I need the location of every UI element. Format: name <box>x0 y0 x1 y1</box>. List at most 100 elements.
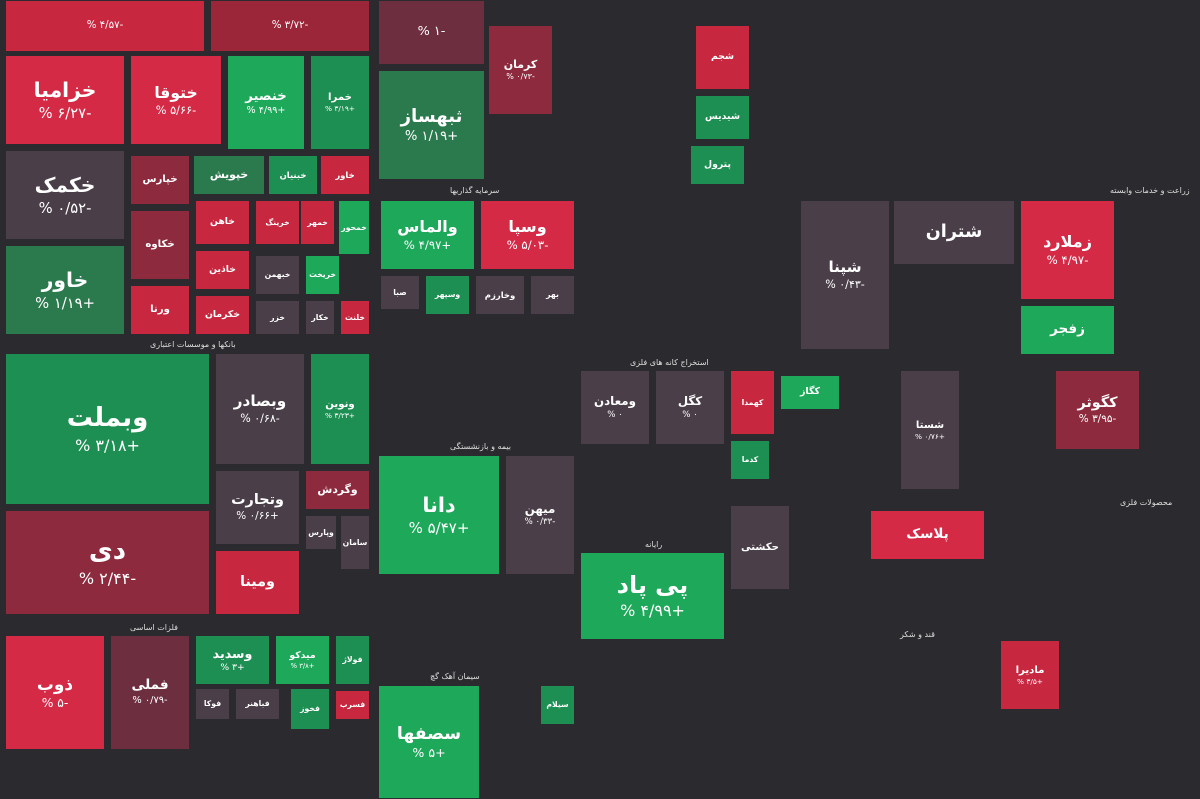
tile: فولاژ <box>335 635 370 685</box>
tile-change: +۵/۴۷ % <box>408 518 470 537</box>
tile-change: -۵/۶۶ % <box>155 102 197 117</box>
tile-change: +۳/۲۳ % <box>325 410 355 420</box>
tile-name: پلاسک <box>906 526 949 543</box>
tile: پی پاد +۴/۹۹ % <box>580 552 725 640</box>
sector-label: فلزات اساسی <box>130 623 178 632</box>
tile-change: -۳/۹۵ % <box>1078 412 1117 425</box>
tile-change: +۰/۶۶ % <box>236 510 279 523</box>
tile: خزامیا -۶/۲۷ % <box>5 55 125 145</box>
tile-name: کگاز <box>799 386 821 398</box>
tile-name: کگل <box>677 394 703 409</box>
tile-name: خمحور <box>341 222 367 232</box>
tile-name: خزر <box>270 312 285 322</box>
tile: وخارزم <box>475 275 525 315</box>
tile-change: +۴/۹۷ % <box>403 237 452 252</box>
tile-name: زملارد <box>1043 231 1092 251</box>
tile-name: خاور <box>41 268 89 293</box>
tile-change: +۴/۹۹ % <box>246 104 286 116</box>
tile-name: وپارس <box>308 527 334 537</box>
tile: خمحور <box>338 200 370 255</box>
tile-name: وتجارت <box>231 492 284 509</box>
tile-name: سامان <box>342 537 368 547</box>
tile: خاور <box>320 155 370 195</box>
tile-name: میدکو <box>289 649 316 661</box>
tile-name: وسپا <box>508 216 547 236</box>
tile: والماس +۴/۹۷ % <box>380 200 475 270</box>
tile-change: +۱/۱۹ % <box>404 129 459 145</box>
tile: خکرمان <box>195 295 250 335</box>
tile-change: -۱ % <box>417 24 446 40</box>
tile-change: -۰/۷۳ % <box>506 71 535 81</box>
tile-name: ومینا <box>240 574 275 591</box>
tile: وسدید +۳ % <box>195 635 270 685</box>
tile: بهر <box>530 275 575 315</box>
tile-name: خپویش <box>209 167 249 181</box>
tile: کرمان -۰/۷۳ % <box>488 25 553 115</box>
tile-change: -۵/۰۳ % <box>506 237 549 252</box>
tile: -۴/۵۷ % <box>5 0 205 52</box>
sector-label-text: زراعت و خدمات وابسته <box>1110 186 1190 195</box>
tile-name: وسدید <box>212 645 253 661</box>
sector-label: بیمه و بازنشستگی <box>450 442 511 451</box>
tile: صبا <box>380 275 420 310</box>
tile-name: خنصیر <box>245 88 287 104</box>
sector-label-text: سرمایه گذاریها <box>450 186 500 195</box>
tile-change: +۳/۱۹ % <box>325 104 355 114</box>
tile: کدما <box>730 440 770 480</box>
tile-change: -۰/۳۳ % <box>524 517 556 528</box>
tile: خاور +۱/۱۹ % <box>5 245 125 335</box>
tile: ثبهساز +۱/۱۹ % <box>378 70 485 180</box>
tile-change: -۰/۴۳ % <box>825 277 865 291</box>
tile: دانا +۵/۴۷ % <box>378 455 500 575</box>
tile-name: صبا <box>393 287 407 297</box>
tile-change: -۰/۶۸ % <box>240 411 280 425</box>
tile-name: فملی <box>131 677 169 694</box>
tile: خکاوه <box>130 210 190 280</box>
tile-name: سصفها <box>396 723 462 744</box>
tile-name: وبملت <box>66 402 149 433</box>
tile: وبصادر -۰/۶۸ % <box>215 353 305 465</box>
tile: خزر <box>255 300 300 335</box>
tile: میدکو +۳/۸ % <box>275 635 330 685</box>
tile-name: خریخت <box>309 270 336 279</box>
tile-name: کدما <box>741 455 759 464</box>
tile-name: خکاوه <box>145 239 175 251</box>
tile: کهمدا <box>730 370 775 435</box>
tile-name: خبنیان <box>279 169 307 180</box>
tile: خاذین <box>195 250 250 290</box>
tile-name: خمهر <box>307 217 328 227</box>
tile-name: ختوقا <box>154 83 198 102</box>
sector-label-text: بانکها و موسسات اعتباری <box>150 340 236 349</box>
tile: وپارس <box>305 515 337 550</box>
tile-name: فباهنر <box>245 699 270 708</box>
tile-name: ومعادن <box>594 394 636 409</box>
sector-label-text: فلزات اساسی <box>130 623 178 632</box>
tile-name: خپارس <box>142 174 178 186</box>
tile: خبهمن <box>255 255 300 295</box>
tile-change: -۲/۴۴ % <box>78 569 137 588</box>
tile-name: شپنا <box>828 257 862 276</box>
sector-label: زراعت و خدمات وابسته <box>1110 186 1190 195</box>
tile-name: فخوز <box>300 704 320 713</box>
tile: سصفها +۵ % <box>378 685 480 799</box>
tile-name: فسرب <box>339 700 366 709</box>
tile: خنصیر +۴/۹۹ % <box>227 55 305 150</box>
tile-name: خکمک <box>34 173 96 198</box>
tile: مادیرا +۳/۵ % <box>1000 640 1060 710</box>
tile-change: +۴/۹۹ % <box>620 601 685 621</box>
tile: کگوثر -۳/۹۵ % <box>1055 370 1140 450</box>
tile-change: +۰/۷۶ % <box>915 431 945 441</box>
tile-name: زفجر <box>1050 321 1085 338</box>
tile-name: مادیرا <box>1015 664 1045 676</box>
sector-label: سیمان آهک گچ <box>430 672 480 681</box>
tile-name: خزامیا <box>33 78 97 103</box>
tile: فخوز <box>290 688 330 730</box>
tile: خکمک -۰/۵۲ % <box>5 150 125 240</box>
tile: وگردش <box>305 470 370 510</box>
tile: وبملت +۳/۱۸ % <box>5 353 210 505</box>
tile-name: دانا <box>422 492 456 517</box>
tile: خمهر <box>300 200 335 245</box>
tile: کگل ۰ % <box>655 370 725 445</box>
tile-name: والماس <box>397 216 458 236</box>
tile: حکشتی <box>730 505 790 590</box>
